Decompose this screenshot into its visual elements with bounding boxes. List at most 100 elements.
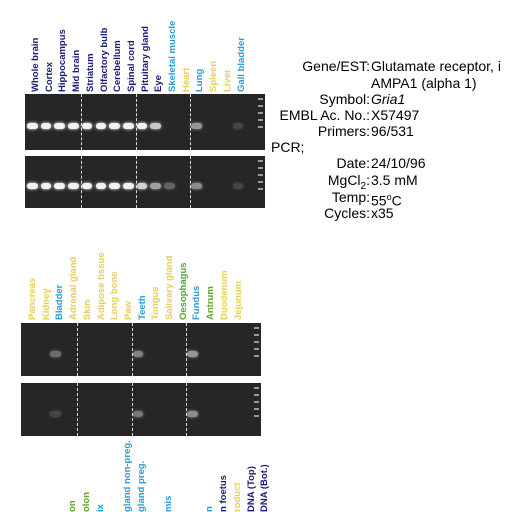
gel-band xyxy=(40,123,52,129)
lane-divider xyxy=(131,323,133,376)
cycles-value: x35 xyxy=(371,205,394,221)
lane-label: ix xyxy=(94,504,106,512)
ladder-mark xyxy=(258,126,263,128)
gene-info: Gene/EST: Glutamate receptor, i AMPA1 (a… xyxy=(0,0,512,230)
panel1-gel-bottom xyxy=(25,156,265,208)
gel-band xyxy=(95,123,107,129)
lane-divider xyxy=(186,383,188,436)
gel-band xyxy=(109,123,120,129)
mgcl2-value: 3.5 mM xyxy=(371,172,418,188)
ladder-mark xyxy=(254,401,259,403)
lane-label xyxy=(40,312,51,512)
ladder-mark xyxy=(254,334,259,336)
gel-band xyxy=(68,183,79,189)
gel-band xyxy=(232,183,244,189)
gene-label: Gene/EST: xyxy=(302,58,370,74)
gel-band xyxy=(81,123,93,129)
lane-label xyxy=(150,312,161,512)
ladder-mark xyxy=(258,112,263,114)
gel-band xyxy=(95,183,107,189)
ladder-mark xyxy=(258,167,263,169)
ladder-mark xyxy=(254,387,259,389)
lane-label: n xyxy=(204,506,216,512)
symbol-label: Symbol: xyxy=(319,91,370,107)
lane-label: mis xyxy=(163,495,175,512)
gel-band xyxy=(27,123,38,129)
lane-divider xyxy=(135,94,137,150)
gel-band xyxy=(132,351,144,357)
ladder-mark xyxy=(258,188,263,190)
gel-band xyxy=(191,123,203,129)
lane-label xyxy=(191,312,202,512)
gel-band xyxy=(132,411,144,417)
gel-band xyxy=(40,183,52,189)
lane-label: n foetus xyxy=(218,475,230,512)
gene-value-line2: AMPA1 (alpha 1) xyxy=(371,75,477,91)
lane-divider xyxy=(190,156,192,208)
gel-band xyxy=(50,351,62,357)
date-label: Date: xyxy=(336,155,370,171)
pcr-label: PCR; xyxy=(271,139,305,155)
lane-label: gland non-preg. xyxy=(122,440,134,512)
gel-band xyxy=(150,183,161,189)
gel-band xyxy=(81,183,93,189)
ladder-mark xyxy=(258,181,263,183)
lane-divider xyxy=(190,94,192,150)
ladder-mark xyxy=(258,98,263,100)
ladder-mark xyxy=(254,355,259,357)
lane-label xyxy=(54,312,65,512)
gel-band xyxy=(150,123,161,129)
date-value: 24/10/96 xyxy=(371,155,426,171)
cycles-label: Cycles: xyxy=(324,205,370,221)
lane-divider xyxy=(135,156,137,208)
lane-label: DNA (Top) xyxy=(245,466,257,512)
embl-value: X57497 xyxy=(371,107,420,123)
gel-band xyxy=(187,411,199,417)
lane-label: on xyxy=(67,500,79,512)
ladder-mark xyxy=(254,394,259,396)
ladder-mark xyxy=(258,160,263,162)
lane-label xyxy=(109,312,120,512)
ladder-mark xyxy=(254,341,259,343)
lane-label: olon xyxy=(81,491,93,512)
gel-band xyxy=(54,123,66,129)
gel-band xyxy=(50,411,62,417)
lane-divider xyxy=(80,94,82,150)
lane-label: gland preg. xyxy=(135,460,147,512)
gel-band xyxy=(191,183,203,189)
temp-value: 55oC xyxy=(371,192,402,209)
ladder-mark xyxy=(258,119,263,121)
gel-band xyxy=(122,183,134,189)
lane-divider xyxy=(131,383,133,436)
lane-label: roduct xyxy=(231,482,243,512)
primers-label: Primers: xyxy=(317,123,370,139)
panel1-gel-top xyxy=(25,94,265,150)
ladder-mark xyxy=(254,327,259,329)
panel3-lane-labels: on olon ix gland non-preg. gland preg. mis n n … xyxy=(40,312,280,512)
ladder-mark xyxy=(254,408,259,410)
gel-band xyxy=(136,123,148,129)
embl-label: EMBL Ac. No.: xyxy=(279,107,370,123)
lane-label: DNA (Bot.) xyxy=(259,464,271,512)
gel-band xyxy=(122,123,134,129)
ladder-mark xyxy=(254,348,259,350)
gel-band xyxy=(232,123,244,129)
gel-band xyxy=(164,183,175,189)
lane-divider xyxy=(80,156,82,208)
panel2-gel-top xyxy=(21,323,261,376)
gene-value: Glutamate receptor, i xyxy=(371,58,501,74)
gel-band xyxy=(187,351,199,357)
primers-value: 96/531 xyxy=(371,123,414,139)
lane-divider xyxy=(76,323,78,376)
ladder-mark xyxy=(254,415,259,417)
gel-band xyxy=(109,183,120,189)
gel-band xyxy=(27,183,38,189)
lane-divider xyxy=(76,383,78,436)
symbol-value: Gria1 xyxy=(371,91,406,107)
ladder-mark xyxy=(258,105,263,107)
gel-band xyxy=(136,183,148,189)
temp-label: Temp: xyxy=(331,189,370,205)
ladder-mark xyxy=(258,174,263,176)
gel-band xyxy=(68,123,79,129)
lane-divider xyxy=(186,323,188,376)
